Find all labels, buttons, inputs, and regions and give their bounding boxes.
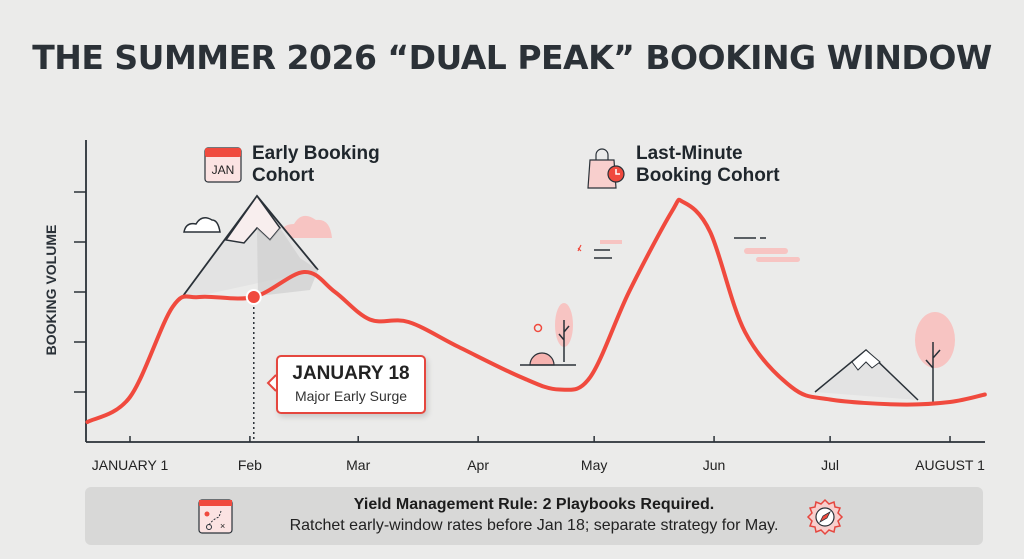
gear-compass-icon — [806, 498, 844, 536]
early-cohort-label: Early Booking Cohort — [252, 143, 380, 186]
x-tick-label: Mar — [346, 457, 370, 473]
cloud-icon — [183, 217, 221, 233]
y-axis-label: BOOKING VOLUME — [43, 225, 59, 356]
sun-icon — [529, 352, 555, 366]
banner-title: Yield Management Rule: 2 Playbooks Requi… — [353, 496, 715, 513]
x-tick-label: JANUARY 1 — [92, 457, 169, 473]
late-cohort-label: Last-Minute Booking Cohort — [636, 143, 780, 186]
january-18-marker[interactable] — [245, 289, 262, 305]
yield-rule-banner: × Yield Management Rule: 2 Playbooks Req… — [85, 487, 983, 545]
strategy-playbook-icon: × — [198, 499, 233, 534]
calendar-jan-icon: JAN — [204, 147, 242, 183]
x-tick-label: Feb — [238, 457, 262, 473]
pink-cloud-icon — [280, 215, 332, 238]
svg-text:JAN: JAN — [212, 163, 235, 177]
svg-text:×: × — [220, 521, 225, 531]
x-tick-label: Jun — [703, 457, 726, 473]
callout-subtitle: Major Early Surge — [294, 388, 408, 404]
decorations — [179, 194, 955, 402]
x-tick-label: May — [581, 457, 607, 473]
january-18-callout: JANUARY 18 Major Early Surge — [276, 355, 426, 414]
chart-title: THE SUMMER 2026 “DUAL PEAK” BOOKING WIND… — [32, 38, 992, 77]
x-tick-label: Apr — [467, 457, 489, 473]
shopping-bag-clock-icon — [587, 148, 625, 189]
x-tick-label: AUGUST 1 — [915, 457, 985, 473]
tree-icon — [915, 312, 955, 368]
series-line — [85, 197, 987, 424]
callout-title: JANUARY 18 — [292, 363, 410, 384]
banner-text: Ratchet early-window rates before Jan 18… — [289, 517, 779, 534]
x-tick-label: Jul — [821, 457, 839, 473]
